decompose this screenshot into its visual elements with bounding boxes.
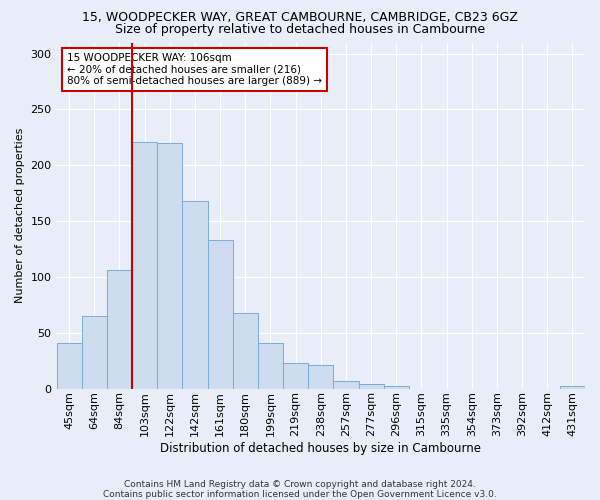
- Bar: [283, 363, 308, 388]
- Text: 15 WOODPECKER WAY: 106sqm
← 20% of detached houses are smaller (216)
80% of semi: 15 WOODPECKER WAY: 106sqm ← 20% of detac…: [67, 53, 322, 86]
- Text: 15, WOODPECKER WAY, GREAT CAMBOURNE, CAMBRIDGE, CB23 6GZ: 15, WOODPECKER WAY, GREAT CAMBOURNE, CAM…: [82, 11, 518, 24]
- Bar: [359, 384, 383, 388]
- Bar: [132, 142, 157, 388]
- Bar: [182, 201, 208, 388]
- Bar: [334, 380, 359, 388]
- Bar: [383, 386, 409, 388]
- X-axis label: Distribution of detached houses by size in Cambourne: Distribution of detached houses by size …: [160, 442, 481, 455]
- Bar: [233, 312, 258, 388]
- Bar: [258, 343, 283, 388]
- Bar: [82, 316, 107, 388]
- Y-axis label: Number of detached properties: Number of detached properties: [15, 128, 25, 303]
- Bar: [56, 343, 82, 388]
- Bar: [560, 386, 585, 388]
- Bar: [157, 143, 182, 388]
- Text: Contains HM Land Registry data © Crown copyright and database right 2024.: Contains HM Land Registry data © Crown c…: [124, 480, 476, 489]
- Bar: [208, 240, 233, 388]
- Bar: [308, 365, 334, 388]
- Bar: [107, 270, 132, 388]
- Text: Size of property relative to detached houses in Cambourne: Size of property relative to detached ho…: [115, 22, 485, 36]
- Text: Contains public sector information licensed under the Open Government Licence v3: Contains public sector information licen…: [103, 490, 497, 499]
